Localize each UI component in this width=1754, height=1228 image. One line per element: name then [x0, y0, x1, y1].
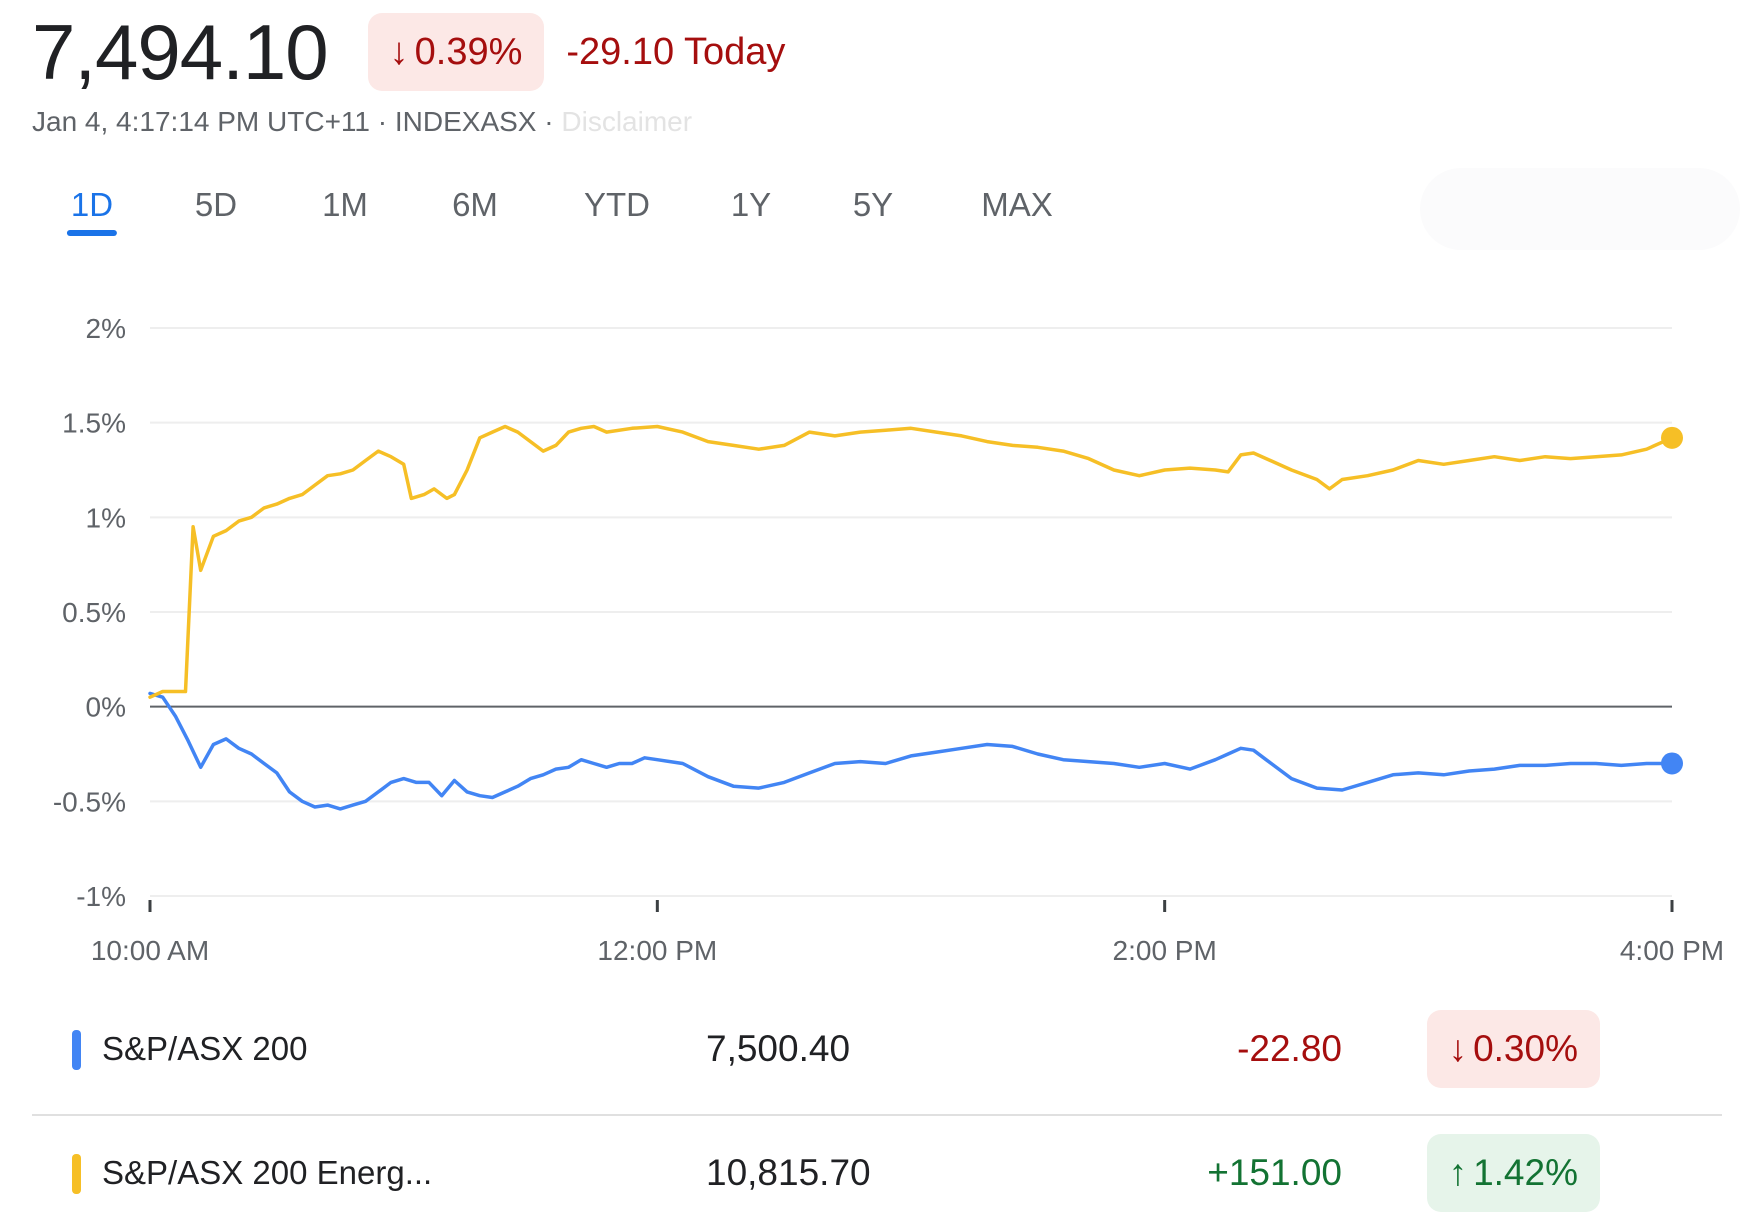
- x-tick-label: 4:00 PM: [1620, 935, 1724, 966]
- series-line-0: [148, 691, 1674, 811]
- change-today: -29.10 Today: [566, 30, 786, 73]
- series-endpoint-0: [1661, 752, 1683, 775]
- row-percent: 0.30%: [1473, 1028, 1578, 1069]
- tab-1m[interactable]: 1M: [322, 186, 368, 223]
- change-percent: 0.39%: [414, 30, 523, 73]
- current-price: 7,494.10: [32, 7, 329, 96]
- row-name: S&P/ASX 200: [102, 1030, 308, 1067]
- down-arrow-icon: ↓: [389, 30, 409, 73]
- row-percent-badge: ↑ 1.42%: [1426, 1134, 1600, 1212]
- timestamp-exchange: Jan 4, 4:17:14 PM UTC+11 · INDEXASX ·: [32, 106, 562, 137]
- change-percent-badge: ↓ 0.39%: [367, 13, 545, 91]
- tab-6m[interactable]: 6M: [452, 186, 498, 223]
- price-chart[interactable]: 2% 1.5% 1% 0.5% 0% -0.5% -1% 10:00 AM 12:00 PM 2…: [0, 290, 1754, 970]
- chart-grid: [150, 327, 1672, 897]
- series-line-1: [148, 424, 1674, 699]
- row-delta: +151.00: [1207, 1152, 1342, 1193]
- tab-ytd[interactable]: YTD: [584, 186, 650, 223]
- row-delta: -22.80: [1237, 1028, 1342, 1069]
- tab-1d[interactable]: 1D: [66, 186, 118, 236]
- y-tick-label: -0.5%: [53, 786, 126, 817]
- timestamp-line: Jan 4, 4:17:14 PM UTC+11 · INDEXASX · Di…: [32, 106, 692, 138]
- x-tick-label: 2:00 PM: [1113, 935, 1217, 966]
- y-tick-label: 0.5%: [62, 597, 126, 628]
- row-percent-badge: ↓ 0.30%: [1426, 1010, 1600, 1088]
- tab-5y[interactable]: 5Y: [852, 186, 894, 223]
- y-tick-label: 2%: [86, 313, 126, 344]
- row-divider: [32, 1114, 1722, 1116]
- series-color-swatch: [72, 1154, 81, 1194]
- row-percent: 1.42%: [1473, 1152, 1578, 1193]
- row-name: S&P/ASX 200 Energ...: [102, 1154, 433, 1191]
- disclaimer-link[interactable]: Disclaimer: [561, 106, 693, 137]
- y-tick-label: 1.5%: [62, 408, 126, 439]
- comparison-row-energy[interactable]: S&P/ASX 200 Energ... 10,815.70 +151.00 ↑…: [32, 1124, 1722, 1224]
- tab-5d[interactable]: 5D: [194, 186, 238, 223]
- series-color-swatch: [72, 1030, 81, 1070]
- tab-1y[interactable]: 1Y: [730, 186, 772, 223]
- up-arrow-icon: ↑: [1448, 1152, 1468, 1193]
- x-tick-label: 12:00 PM: [597, 935, 717, 966]
- y-tick-label: 0%: [86, 692, 126, 723]
- compare-search-pill[interactable]: [1420, 168, 1740, 250]
- chart-series: [148, 424, 1683, 811]
- y-tick-label: 1%: [86, 502, 126, 533]
- comparison-row-asx200[interactable]: S&P/ASX 200 7,500.40 -22.80 ↓ 0.30%: [32, 1000, 1722, 1100]
- row-value: 10,815.70: [706, 1152, 871, 1193]
- x-tick-label: 10:00 AM: [91, 935, 209, 966]
- price-header: 7,494.10 ↓ 0.39% -29.10 Today: [32, 6, 785, 98]
- y-axis: 2% 1.5% 1% 0.5% 0% -0.5% -1%: [53, 313, 126, 912]
- series-endpoint-1: [1661, 426, 1683, 449]
- y-tick-label: -1%: [76, 881, 126, 912]
- row-value: 7,500.40: [706, 1028, 851, 1069]
- x-axis: 10:00 AM 12:00 PM 2:00 PM 4:00 PM: [91, 900, 1724, 966]
- down-arrow-icon: ↓: [1448, 1028, 1468, 1069]
- tab-max[interactable]: MAX: [981, 186, 1053, 223]
